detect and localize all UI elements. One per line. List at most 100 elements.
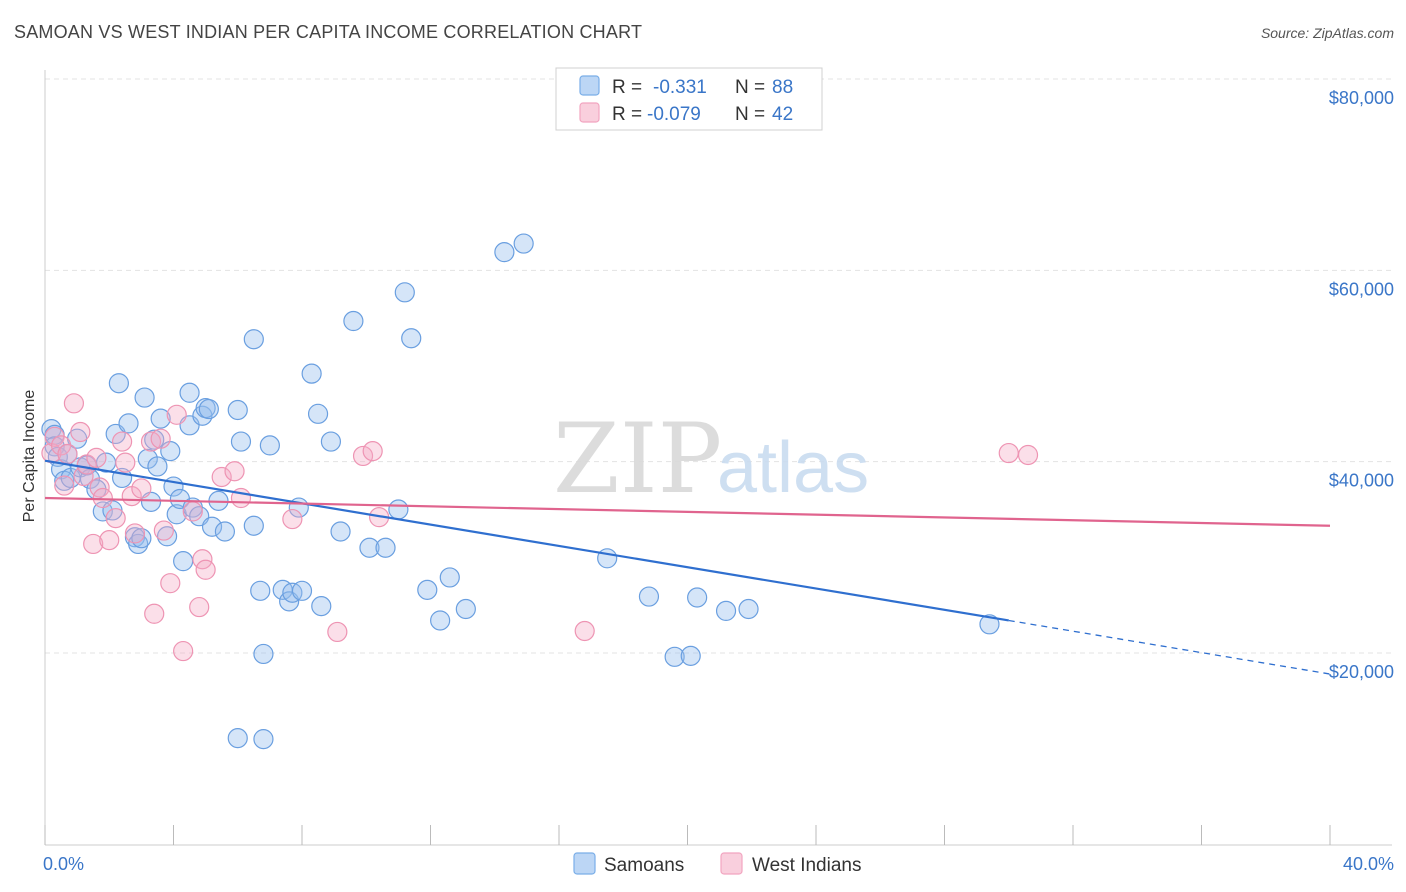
west-indian-point-10 <box>92 487 113 509</box>
samoan-point-69 <box>430 610 451 631</box>
samoan-point-63 <box>359 537 380 558</box>
samoan-point-48 <box>243 329 264 350</box>
west-indian-point-41 <box>86 447 107 468</box>
samoan-point-49 <box>250 580 271 601</box>
west-indian-point-38 <box>998 442 1019 464</box>
y-axis-label: Per Capita Income <box>21 390 38 523</box>
west-indian-point-22 <box>160 573 181 594</box>
samoan-point-58 <box>307 403 329 424</box>
samoan-point-74 <box>597 548 618 569</box>
samoan-point-27 <box>147 456 168 477</box>
west-indian-point-11 <box>99 530 120 551</box>
watermark-zip: ZIP <box>553 403 722 515</box>
west-indian-point-28 <box>195 559 216 580</box>
samoan-point-80 <box>738 598 759 620</box>
samoan-point-65 <box>388 499 409 520</box>
y-tick-label-2: $60,000 <box>1329 279 1394 299</box>
series-west-indians <box>41 393 1039 662</box>
west-indian-point-5 <box>70 421 91 443</box>
samoan-point-60 <box>320 431 342 452</box>
y-tick-label-1: $40,000 <box>1329 471 1394 491</box>
samoan-point-56 <box>291 580 313 601</box>
legend-swatch-west-indians <box>579 102 600 123</box>
west-indian-point-40 <box>57 443 78 465</box>
samoan-point-46 <box>230 431 252 452</box>
samoan-point-51 <box>259 435 280 456</box>
samoan-point-78 <box>687 587 708 608</box>
west-indian-point-4 <box>63 393 85 414</box>
west-indian-point-34 <box>352 445 374 467</box>
series-legend: Samoans West Indians <box>573 852 861 876</box>
samoan-point-70 <box>439 567 460 588</box>
bottom-legend-swatch-west-indians <box>720 852 743 875</box>
west-indian-point-35 <box>362 441 383 462</box>
west-indian-point-12 <box>105 508 126 529</box>
west-indian-point-29 <box>211 466 232 488</box>
trend-line-samoans <box>44 459 1009 622</box>
west-indian-point-37 <box>574 620 595 642</box>
samoan-point-68 <box>417 579 438 600</box>
samoan-point-75 <box>638 586 660 607</box>
legend-n-value-samoans: 88 <box>772 77 793 98</box>
west-indian-point-21 <box>153 520 174 541</box>
legend-r-value-west-indians: -0.079 <box>647 104 701 125</box>
west-indian-point-19 <box>144 603 165 624</box>
west-indian-point-33 <box>327 621 348 643</box>
bottom-legend-swatch-samoans <box>573 852 596 875</box>
west-indian-point-23 <box>166 404 187 425</box>
samoan-point-73 <box>513 233 534 254</box>
trend-line-west-indians <box>44 496 1331 527</box>
legend-n-label-west-indians: N = <box>735 104 765 125</box>
samoan-point-50 <box>253 643 274 665</box>
samoan-point-57 <box>301 363 322 384</box>
samoan-point-36 <box>179 382 200 403</box>
y-tick-label-0: $20,000 <box>1329 662 1394 682</box>
stats-legend: R = -0.331 N = 88 R = -0.079 N = 42 <box>555 67 823 131</box>
west-indian-point-30 <box>224 461 245 482</box>
west-indian-point-32 <box>282 508 303 530</box>
samoan-point-62 <box>343 310 364 332</box>
samoan-point-76 <box>664 646 685 667</box>
samoan-point-19 <box>118 413 139 434</box>
y-tick-label-3: $80,000 <box>1329 88 1394 108</box>
samoan-point-45 <box>227 399 248 421</box>
west-indian-point-26 <box>189 596 210 618</box>
samoan-point-17 <box>108 373 129 394</box>
west-indian-point-13 <box>111 431 133 452</box>
legend-n-label-samoans: N = <box>735 77 765 98</box>
legend-r-label-west-indians: R = <box>612 104 642 125</box>
samoan-point-83 <box>253 728 274 750</box>
samoan-point-44 <box>214 521 235 542</box>
samoan-point-42 <box>201 516 223 537</box>
bottom-legend-label-samoans: Samoans <box>604 855 684 876</box>
west-indian-point-39 <box>1017 444 1039 466</box>
legend-swatch-samoans <box>579 75 600 96</box>
samoan-point-41 <box>198 398 219 420</box>
samoan-point-28 <box>150 408 171 429</box>
x-tick-label-max: 40.0% <box>1343 854 1394 874</box>
west-indian-point-3 <box>54 475 75 496</box>
samoan-point-47 <box>243 515 264 536</box>
gridlines <box>45 78 1392 654</box>
legend-r-label-samoans: R = <box>612 77 642 98</box>
west-indian-point-16 <box>124 523 146 544</box>
watermark: ZIP atlas <box>553 403 869 515</box>
samoan-point-81 <box>979 614 1000 635</box>
samoan-point-26 <box>144 429 165 450</box>
west-indian-point-24 <box>173 640 194 662</box>
y-tick-labels: $20,000 $40,000 $60,000 $80,000 <box>1329 88 1394 682</box>
legend-n-value-west-indians: 42 <box>772 104 793 125</box>
chart-title: SAMOAN VS WEST INDIAN PER CAPITA INCOME … <box>14 22 642 42</box>
chart-source: Source: ZipAtlas.com <box>1261 25 1394 41</box>
samoan-point-66 <box>394 282 415 303</box>
stats-legend-box <box>555 67 823 131</box>
samoan-point-67 <box>401 328 422 349</box>
samoan-point-34 <box>173 551 194 572</box>
samoan-point-29 <box>156 526 178 547</box>
series-samoans <box>41 233 1000 750</box>
west-indian-point-17 <box>131 478 152 499</box>
samoan-point-59 <box>311 596 332 617</box>
samoan-point-64 <box>375 537 396 558</box>
trend-lines <box>44 459 1331 675</box>
